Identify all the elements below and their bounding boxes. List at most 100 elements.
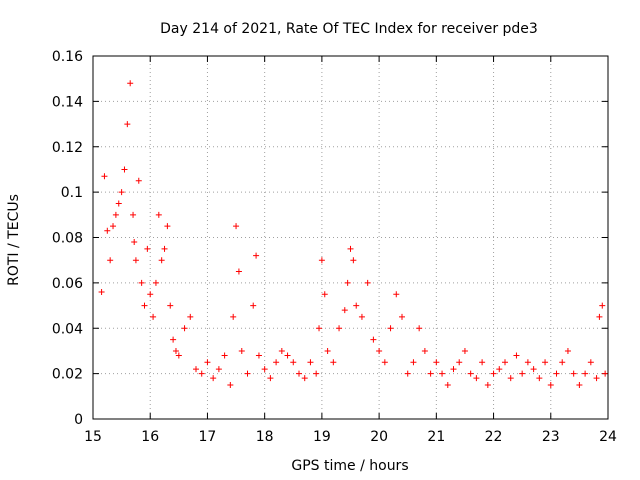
x-tick-label: 20 <box>370 429 388 445</box>
data-point <box>144 245 151 252</box>
data-point <box>427 370 434 377</box>
data-point <box>473 375 480 382</box>
data-point <box>582 370 589 377</box>
data-point <box>101 173 108 180</box>
y-tick-label: 0.06 <box>52 276 83 292</box>
data-point <box>484 381 491 388</box>
data-point <box>336 325 343 332</box>
data-point <box>404 370 411 377</box>
data-point <box>307 359 314 366</box>
data-point <box>141 302 148 309</box>
data-point <box>444 381 451 388</box>
x-tick-label: 16 <box>141 429 159 445</box>
data-point <box>124 121 131 128</box>
data-point <box>524 359 531 366</box>
data-point <box>316 325 323 332</box>
y-tick-label: 0.14 <box>52 94 83 110</box>
data-point <box>181 325 188 332</box>
data-point <box>244 370 251 377</box>
data-point <box>321 291 328 298</box>
data-point <box>238 347 245 354</box>
data-point <box>127 80 134 87</box>
data-point <box>553 370 560 377</box>
y-tick-label: 0.04 <box>52 321 83 337</box>
data-point <box>513 352 520 359</box>
grid-lines <box>93 56 608 419</box>
data-point <box>381 359 388 366</box>
x-tick-label: 21 <box>427 429 445 445</box>
data-point <box>410 359 417 366</box>
data-point <box>110 223 117 230</box>
data-point <box>187 313 194 320</box>
data-point <box>593 375 600 382</box>
data-point <box>230 313 237 320</box>
data-point <box>599 302 606 309</box>
data-point <box>456 359 463 366</box>
data-point <box>193 366 199 373</box>
data-point <box>158 257 165 264</box>
data-point <box>273 359 280 366</box>
x-tick-label: 19 <box>313 429 331 445</box>
data-point <box>227 381 234 388</box>
data-point <box>502 359 508 366</box>
data-point <box>290 359 297 366</box>
data-point <box>353 302 360 309</box>
data-point <box>393 291 400 298</box>
data-point <box>399 313 405 320</box>
x-tick-label: 18 <box>256 429 274 445</box>
data-point <box>587 359 594 366</box>
data-point <box>324 347 331 354</box>
data-point <box>147 291 154 298</box>
data-point <box>204 359 211 366</box>
data-point <box>370 336 377 343</box>
x-tick-label: 15 <box>84 429 102 445</box>
data-point <box>318 257 325 264</box>
axis-ticks: 15 16 17 18 19 20 21 22 23 24 0 0.02 0.04 0.06 0.08 0.1… <box>52 49 617 445</box>
y-tick-label: 0.1 <box>61 185 83 201</box>
data-point <box>467 370 474 377</box>
data-point <box>261 366 268 373</box>
y-tick-label: 0.16 <box>52 49 83 65</box>
data-point <box>450 366 457 373</box>
data-point <box>155 211 162 218</box>
x-axis-label: GPS time / hours <box>291 458 408 474</box>
data-point <box>519 370 526 377</box>
data-point <box>364 279 371 286</box>
data-point <box>267 375 274 382</box>
data-point <box>107 257 114 264</box>
data-point <box>121 166 128 173</box>
data-point <box>344 279 351 286</box>
data-point <box>376 347 383 354</box>
data-point <box>130 211 137 218</box>
chart-title: Day 214 of 2021, Rate Of TEC Index for r… <box>160 21 538 37</box>
data-point <box>253 252 260 259</box>
data-point <box>104 227 111 234</box>
data-point <box>198 370 205 377</box>
data-point <box>347 245 354 252</box>
data-point <box>313 370 320 377</box>
data-point <box>278 347 285 354</box>
data-point <box>421 347 428 354</box>
data-point <box>235 268 242 275</box>
data-point <box>138 279 145 286</box>
data-point <box>296 370 302 377</box>
data-point <box>490 370 497 377</box>
data-point <box>172 347 179 354</box>
x-tick-label: 22 <box>485 429 503 445</box>
data-point <box>439 370 446 377</box>
data-point <box>387 325 394 332</box>
x-tick-label: 24 <box>599 429 617 445</box>
data-point <box>576 381 583 388</box>
data-point <box>350 257 357 264</box>
data-point <box>530 366 537 373</box>
data-point <box>150 313 157 320</box>
data-point <box>175 352 182 359</box>
data-point <box>132 257 139 264</box>
data-point <box>547 381 554 388</box>
data-point <box>559 359 566 366</box>
data-point <box>461 347 468 354</box>
data-point <box>255 352 262 359</box>
data-point <box>542 359 549 366</box>
data-point <box>152 279 159 286</box>
